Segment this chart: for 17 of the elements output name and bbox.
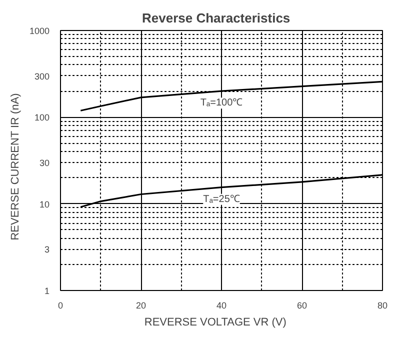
y-tick-label: 1 bbox=[44, 286, 50, 296]
x-tick-label: 20 bbox=[136, 300, 146, 310]
y-tick-label: 1000 bbox=[29, 26, 50, 36]
x-tick-label: 40 bbox=[216, 300, 227, 310]
x-tick-label: 60 bbox=[296, 300, 308, 310]
y-axis-title: REVERSE CURRENT IR (nA) bbox=[9, 93, 22, 240]
annotation: Tₐ=25℃ bbox=[203, 194, 240, 205]
x-tick-label: 80 bbox=[377, 300, 388, 310]
y-tick-label: 30 bbox=[39, 158, 50, 168]
x-tick-label: 0 bbox=[58, 300, 64, 310]
y-tick-label: 100 bbox=[34, 112, 50, 123]
y-tick-label: 300 bbox=[34, 71, 50, 82]
annotation: Tₐ=100℃ bbox=[200, 98, 243, 109]
y-tick-label: 10 bbox=[39, 199, 50, 210]
y-tick-label: 3 bbox=[44, 244, 50, 255]
chart-title: Reverse Characteristics bbox=[142, 10, 290, 26]
x-axis-title: REVERSE VOLTAGE VR (V) bbox=[144, 316, 286, 328]
